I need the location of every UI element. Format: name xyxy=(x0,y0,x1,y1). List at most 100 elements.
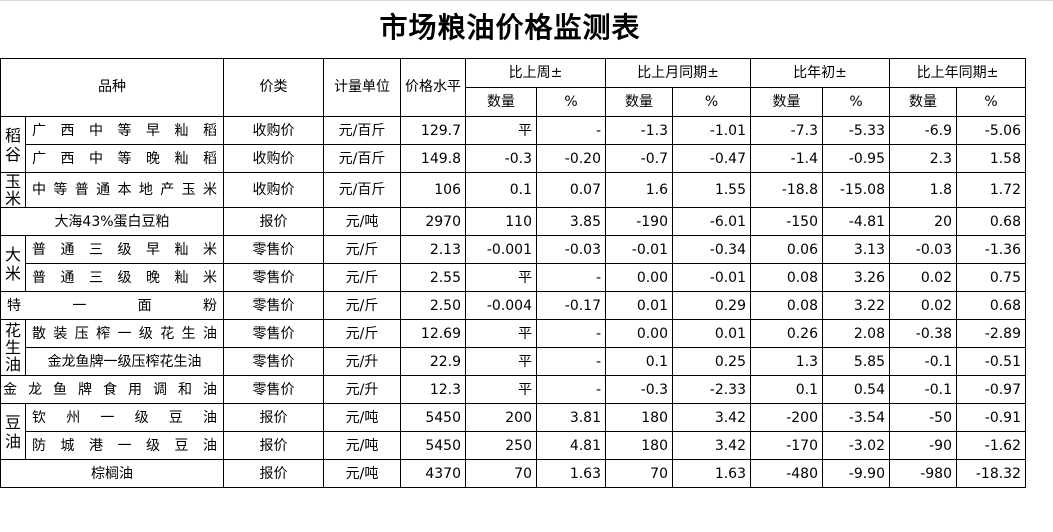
unit: 元/斤 xyxy=(323,291,401,320)
last-year-pct: 1.72 xyxy=(956,172,1026,208)
month-qty: -190 xyxy=(605,207,673,236)
year-start-pct: -0.95 xyxy=(822,144,890,173)
price-type: 报价 xyxy=(223,431,324,460)
last-year-qty: -90 xyxy=(889,431,957,460)
last-year-qty: 0.02 xyxy=(889,291,957,320)
last-year-qty: -980 xyxy=(889,459,957,488)
week-qty: 平 xyxy=(465,263,537,292)
header-variety: 品种 xyxy=(0,58,224,117)
year-start-qty: -18.8 xyxy=(750,172,823,208)
week-qty: 平 xyxy=(465,375,537,404)
week-qty: -0.3 xyxy=(465,144,537,173)
header-row-1: 品种 价类 计量单位 价格水平 比上周± 比上月同期± 比年初± 比上年同期± xyxy=(0,58,1026,117)
last-year-pct: -1.36 xyxy=(956,235,1026,264)
unit: 元/百斤 xyxy=(323,144,401,173)
year-start-pct: -4.81 xyxy=(822,207,890,236)
variety-name: 中等普通本地产玉米 xyxy=(25,172,224,208)
month-pct: 1.63 xyxy=(672,459,751,488)
month-qty: -1.3 xyxy=(605,116,673,145)
price-level: 4370 xyxy=(400,459,466,488)
header-vs-last-month: 比上月同期± xyxy=(605,58,751,88)
month-pct: -6.01 xyxy=(672,207,751,236)
group-label-corn: 玉米 xyxy=(0,172,26,208)
week-qty: 平 xyxy=(465,116,537,145)
header-pct: % xyxy=(536,87,606,117)
month-pct: -0.34 xyxy=(672,235,751,264)
month-qty: 1.6 xyxy=(605,172,673,208)
year-start-qty: 0.08 xyxy=(750,291,823,320)
header-qty: 数量 xyxy=(605,87,673,117)
unit: 元/吨 xyxy=(323,403,401,432)
price-monitor-table: 品种 价类 计量单位 价格水平 比上周± 比上月同期± 比年初± 比上年同期± … xyxy=(0,58,1026,488)
last-year-pct: -0.51 xyxy=(956,347,1026,376)
price-type: 零售价 xyxy=(223,263,324,292)
week-pct: 3.85 xyxy=(536,207,606,236)
variety-name: 金龙鱼牌一级压榨花生油 xyxy=(25,347,224,376)
year-start-pct: -9.90 xyxy=(822,459,890,488)
month-qty: 0.00 xyxy=(605,263,673,292)
year-start-pct: -15.08 xyxy=(822,172,890,208)
price-type: 零售价 xyxy=(223,235,324,264)
week-qty: 70 xyxy=(465,459,537,488)
table-row: 防城港一级豆油 报价 元/吨 5450 250 4.81 180 3.42 -1… xyxy=(1,431,1026,460)
price-type: 收购价 xyxy=(223,144,324,173)
header-vs-year-start: 比年初± xyxy=(750,58,890,88)
group-label-rice-paddy: 稻谷 xyxy=(0,116,26,173)
top-gridline xyxy=(0,0,1053,1)
year-start-qty: 0.1 xyxy=(750,375,823,404)
unit: 元/斤 xyxy=(323,319,401,348)
price-level: 149.8 xyxy=(400,144,466,173)
unit: 元/升 xyxy=(323,375,401,404)
month-pct: 0.01 xyxy=(672,319,751,348)
price-type: 零售价 xyxy=(223,375,324,404)
table-row: 金龙鱼牌一级压榨花生油 零售价 元/升 22.9 平 - 0.1 0.25 1.… xyxy=(1,347,1026,376)
week-qty: 110 xyxy=(465,207,537,236)
month-pct: -0.47 xyxy=(672,144,751,173)
variety-name: 普通三级晚籼米 xyxy=(25,263,224,292)
variety-name: 棕榈油 xyxy=(0,459,224,488)
price-type: 零售价 xyxy=(223,291,324,320)
last-year-qty: -0.03 xyxy=(889,235,957,264)
unit: 元/吨 xyxy=(323,207,401,236)
last-year-pct: -1.62 xyxy=(956,431,1026,460)
week-pct: - xyxy=(536,347,606,376)
last-year-pct: -0.97 xyxy=(956,375,1026,404)
price-level: 12.69 xyxy=(400,319,466,348)
last-year-qty: 1.8 xyxy=(889,172,957,208)
table-row: 棕榈油 报价 元/吨 4370 70 1.63 70 1.63 -480 -9.… xyxy=(0,459,1026,488)
variety-name: 特一面粉 xyxy=(0,291,224,320)
week-qty: 250 xyxy=(465,431,537,460)
table-row: 大海43%蛋白豆粕 报价 元/吨 2970 110 3.85 -190 -6.0… xyxy=(0,207,1026,236)
week-qty: 200 xyxy=(465,403,537,432)
year-start-pct: 3.13 xyxy=(822,235,890,264)
header-qty: 数量 xyxy=(465,87,537,117)
month-qty: 0.01 xyxy=(605,291,673,320)
month-qty: 180 xyxy=(605,403,673,432)
year-start-qty: 0.06 xyxy=(750,235,823,264)
price-level: 5450 xyxy=(400,403,466,432)
last-year-pct: 1.58 xyxy=(956,144,1026,173)
price-type: 收购价 xyxy=(223,116,324,145)
year-start-pct: 0.54 xyxy=(822,375,890,404)
price-level: 2.55 xyxy=(400,263,466,292)
last-year-pct: 0.68 xyxy=(956,291,1026,320)
unit: 元/斤 xyxy=(323,235,401,264)
year-start-pct: 2.08 xyxy=(822,319,890,348)
variety-name: 普通三级早籼米 xyxy=(25,235,224,264)
last-year-qty: 20 xyxy=(889,207,957,236)
week-qty: -0.001 xyxy=(465,235,537,264)
year-start-qty: -7.3 xyxy=(750,116,823,145)
week-pct: -0.20 xyxy=(536,144,606,173)
month-pct: -0.01 xyxy=(672,263,751,292)
group-label-peanut-oil: 花生油 xyxy=(0,319,26,376)
table-row: 花生油 散装压榨一级花生油 零售价 元/斤 12.69 平 - 0.00 0.0… xyxy=(0,319,1026,376)
year-start-pct: -3.02 xyxy=(822,431,890,460)
month-pct: 1.55 xyxy=(672,172,751,208)
last-year-pct: -5.06 xyxy=(956,116,1026,145)
week-pct: - xyxy=(536,375,606,404)
year-start-pct: 5.85 xyxy=(822,347,890,376)
header-qty: 数量 xyxy=(750,87,823,117)
header-unit: 计量单位 xyxy=(323,58,401,117)
week-pct: -0.03 xyxy=(536,235,606,264)
last-year-qty: -0.1 xyxy=(889,347,957,376)
